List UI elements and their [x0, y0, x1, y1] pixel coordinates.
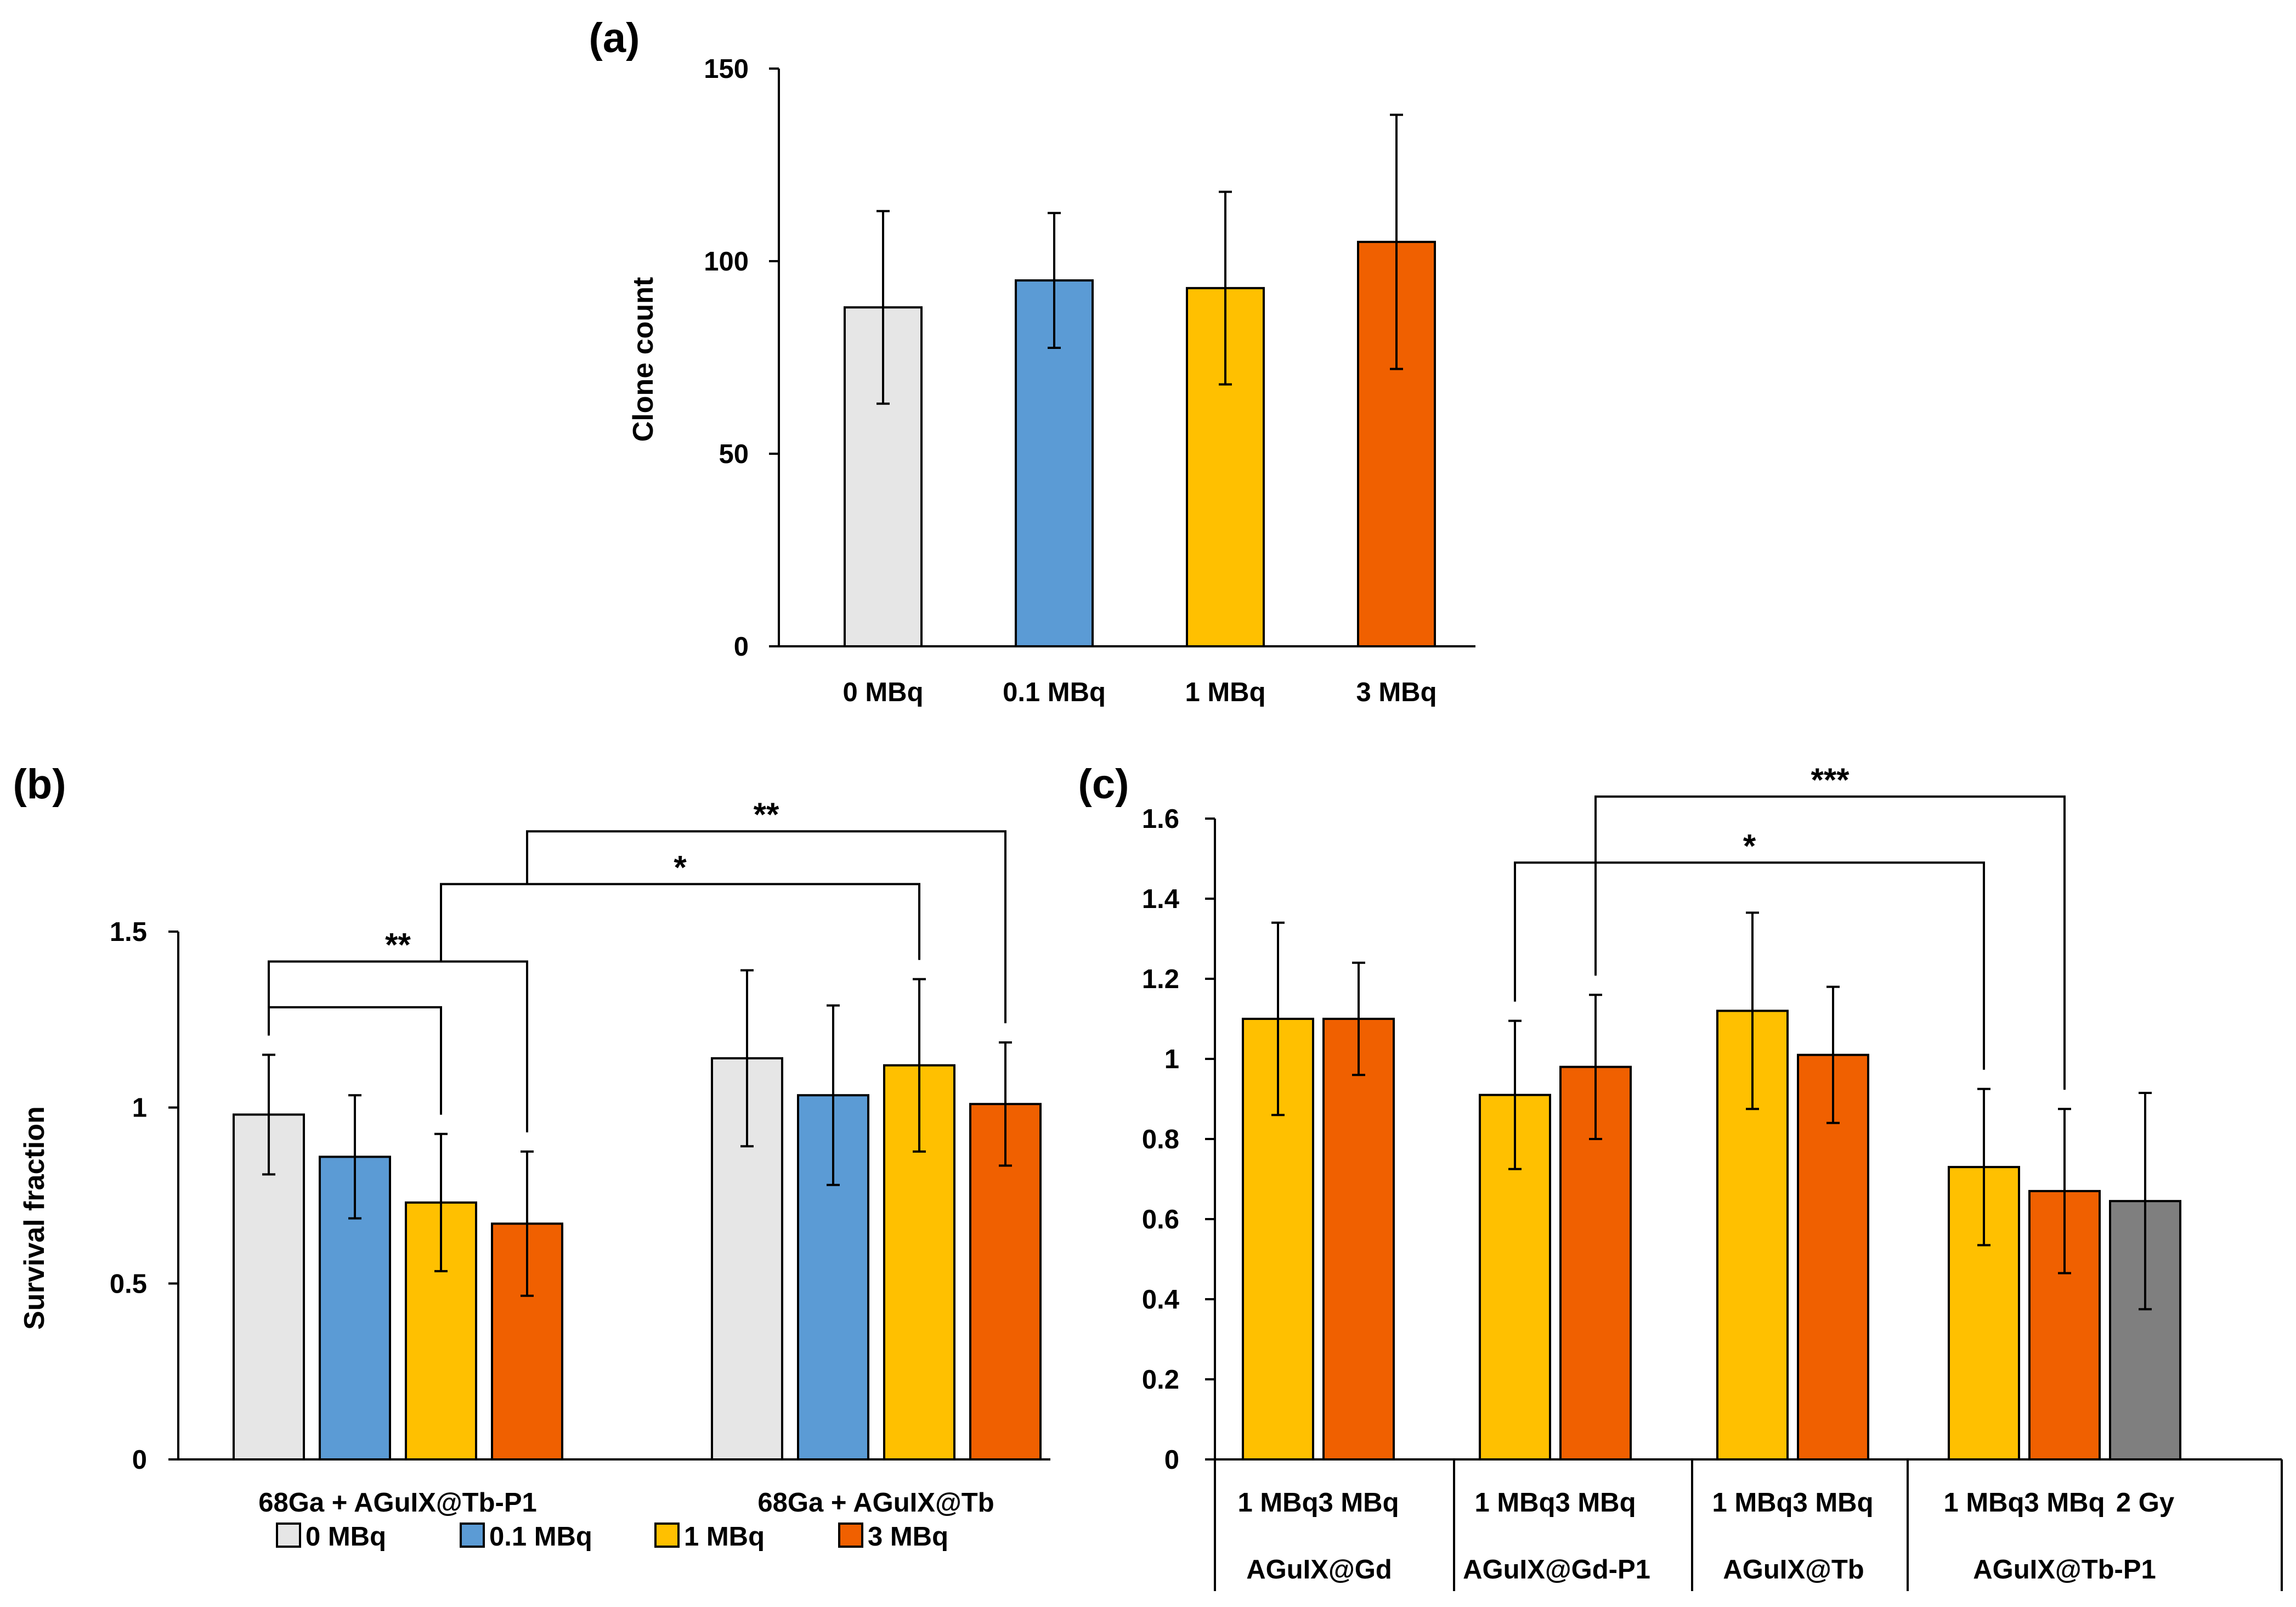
- panel-c-y-ticks: 0 0.2 0.4 0.6 0.8 1 1.2 1.4 1.6: [1142, 804, 1215, 1475]
- y-tick-label: 0.4: [1142, 1285, 1179, 1315]
- y-tick-label: 150: [704, 54, 749, 84]
- panel-a-ylabel: Clone count: [627, 277, 659, 442]
- panel-b-ylabel: Survival fraction: [19, 1106, 50, 1329]
- panel-a-bars: [844, 240, 1436, 648]
- legend-swatch: [654, 1523, 680, 1548]
- x-tick-label: 3 MBq: [1556, 1488, 1636, 1518]
- x-tick-label: 1 MBq: [1712, 1488, 1793, 1518]
- x-tick-label: 68Ga + AGuIX@Tb-P1: [258, 1488, 537, 1518]
- significance-label: ***: [1811, 762, 1850, 798]
- x-tick-label: 1 MBq: [1944, 1488, 2024, 1518]
- group-label: AGuIX@Gd: [1246, 1555, 1392, 1585]
- panel-c-error-bars: [1271, 911, 2152, 1311]
- panel-b-legend: 0 MBq 0.1 MBq 1 MBq 3 MBq: [276, 1522, 948, 1552]
- panel-c-bars: [1242, 1010, 2181, 1461]
- x-tick-label: 1 MBq: [1238, 1488, 1319, 1518]
- y-tick-label: 0.8: [1142, 1125, 1179, 1154]
- x-tick-label: 3 MBq: [2024, 1488, 2105, 1518]
- significance-label: **: [385, 927, 411, 963]
- x-tick-label: 68Ga + AGuIX@Tb: [757, 1488, 994, 1518]
- y-tick-label: 50: [719, 439, 749, 469]
- bar: [1322, 1018, 1395, 1461]
- y-tick-label: 1: [132, 1093, 147, 1123]
- y-tick-label: 0.5: [110, 1269, 147, 1299]
- x-tick-label: 1 MBq: [1475, 1488, 1556, 1518]
- y-tick-label: 0: [132, 1445, 147, 1475]
- bar: [405, 1201, 477, 1461]
- panel-a: (a) Clone count 0 50 100 150 0 MBq 0.1 MBq 1 …: [589, 15, 1475, 707]
- y-tick-label: 0: [1164, 1445, 1179, 1475]
- significance-bracket: [1514, 861, 1985, 1070]
- x-tick-label: 1 MBq: [1185, 678, 1266, 707]
- panel-a-y-ticks: 0 50 100 150: [704, 54, 779, 662]
- panel-c-label: (c): [1078, 761, 1129, 808]
- y-tick-label: 0: [734, 632, 749, 662]
- panel-a-axes: [778, 69, 1475, 647]
- legend-label: 3 MBq: [868, 1522, 948, 1552]
- significance-label: *: [1743, 827, 1756, 864]
- panel-b-significance: *****: [268, 796, 1006, 1132]
- panel-b-y-ticks: 0 0.5 1 1.5: [110, 917, 178, 1475]
- panel-c: (c) 00.20.40.60.811.21.41.6 1 MBq 3 MBqAG…: [1078, 761, 2283, 1591]
- legend-swatch: [460, 1523, 485, 1548]
- group-label: AGuIX@Tb-P1: [1973, 1555, 2156, 1585]
- panel-b-x-labels: 68Ga + AGuIX@Tb-P1 68Ga + AGuIX@Tb: [258, 1488, 994, 1518]
- legend-swatch: [838, 1523, 863, 1548]
- significance-label: **: [754, 796, 779, 833]
- y-tick-label: 1: [1164, 1045, 1179, 1074]
- significance-bracket: [526, 830, 1006, 1024]
- legend-swatch: [276, 1523, 301, 1548]
- group-label: AGuIX@Gd-P1: [1463, 1555, 1650, 1585]
- group-label: AGuIX@Tb: [1723, 1555, 1864, 1585]
- x-tick-label: 0.1 MBq: [1003, 678, 1106, 707]
- y-tick-label: 1.2: [1142, 965, 1179, 994]
- panel-b-label: (b): [13, 761, 66, 808]
- panel-c-significance: ****: [1514, 762, 2066, 1090]
- panel-a-label: (a): [589, 15, 640, 61]
- y-tick-label: 1.5: [110, 917, 147, 947]
- y-tick-label: 1.4: [1142, 884, 1179, 914]
- x-tick-label: 3 MBq: [1319, 1488, 1399, 1518]
- significance-bracket: [268, 960, 528, 1132]
- y-tick-label: 100: [704, 247, 749, 277]
- significance-bracket: [1594, 795, 2066, 1090]
- panel-b-error-bars: [262, 969, 1012, 1297]
- panel-a-error-bars: [876, 114, 1403, 405]
- x-tick-label: 0 MBq: [843, 678, 924, 707]
- panel-c-axes: [1214, 819, 2283, 1591]
- legend-label: 1 MBq: [684, 1522, 765, 1552]
- y-tick-label: 1.6: [1142, 804, 1179, 834]
- x-tick-label: 3 MBq: [1356, 678, 1437, 707]
- legend-label: 0.1 MBq: [489, 1522, 592, 1552]
- x-tick-label: 2 Gy: [2116, 1488, 2174, 1518]
- panel-b: (b) Survival fraction 0 0.5 1 1.5 68Ga + AG…: [13, 761, 1050, 1552]
- panel-b-axes: [177, 932, 1050, 1461]
- significance-bracket: [440, 883, 920, 962]
- y-tick-label: 0.6: [1142, 1205, 1179, 1234]
- panel-a-x-labels: 0 MBq 0.1 MBq 1 MBq 3 MBq: [843, 678, 1437, 707]
- legend-label: 0 MBq: [306, 1522, 386, 1552]
- y-tick-label: 0.2: [1142, 1365, 1179, 1395]
- significance-label: *: [674, 849, 687, 886]
- x-tick-label: 3 MBq: [1793, 1488, 1874, 1518]
